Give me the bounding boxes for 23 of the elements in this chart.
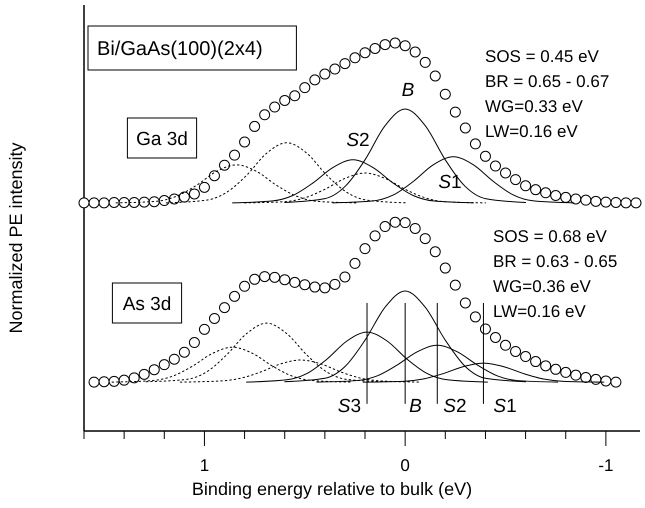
chart-title: Bi/GaAs(100)(2x4) [97, 38, 263, 60]
ref-line-label: B [409, 396, 422, 417]
annotation: S1 [438, 172, 462, 193]
ref-line-label: S3 [338, 396, 362, 417]
x-axis-title: Binding energy relative to bulk (eV) [192, 479, 472, 499]
annotation: LW=0.16 eV [493, 302, 586, 321]
annotation: Ga 3d [136, 129, 188, 150]
annotation: BR = 0.63 - 0.65 [493, 252, 618, 271]
annotation: As 3d [122, 294, 172, 315]
annotation: WG=0.36 eV [493, 277, 592, 296]
ref-line-label: S2 [443, 396, 467, 417]
x-tick-label: 0 [400, 456, 410, 475]
annotation: BR = 0.65 - 0.67 [485, 72, 610, 91]
annotation: S2 [346, 130, 370, 151]
x-tick-label: 1 [200, 456, 210, 475]
annotation: LW=0.16 eV [485, 122, 578, 141]
ref-line-label: S1 [493, 396, 517, 417]
annotation: WG=0.33 eV [485, 97, 584, 116]
x-tick-label: -1 [598, 456, 614, 475]
annotation: SOS = 0.68 eV [493, 227, 608, 246]
annotation: B [402, 80, 415, 101]
y-axis-title: Normalized PE intensity [6, 142, 26, 334]
annotation: SOS = 0.45 eV [485, 47, 600, 66]
